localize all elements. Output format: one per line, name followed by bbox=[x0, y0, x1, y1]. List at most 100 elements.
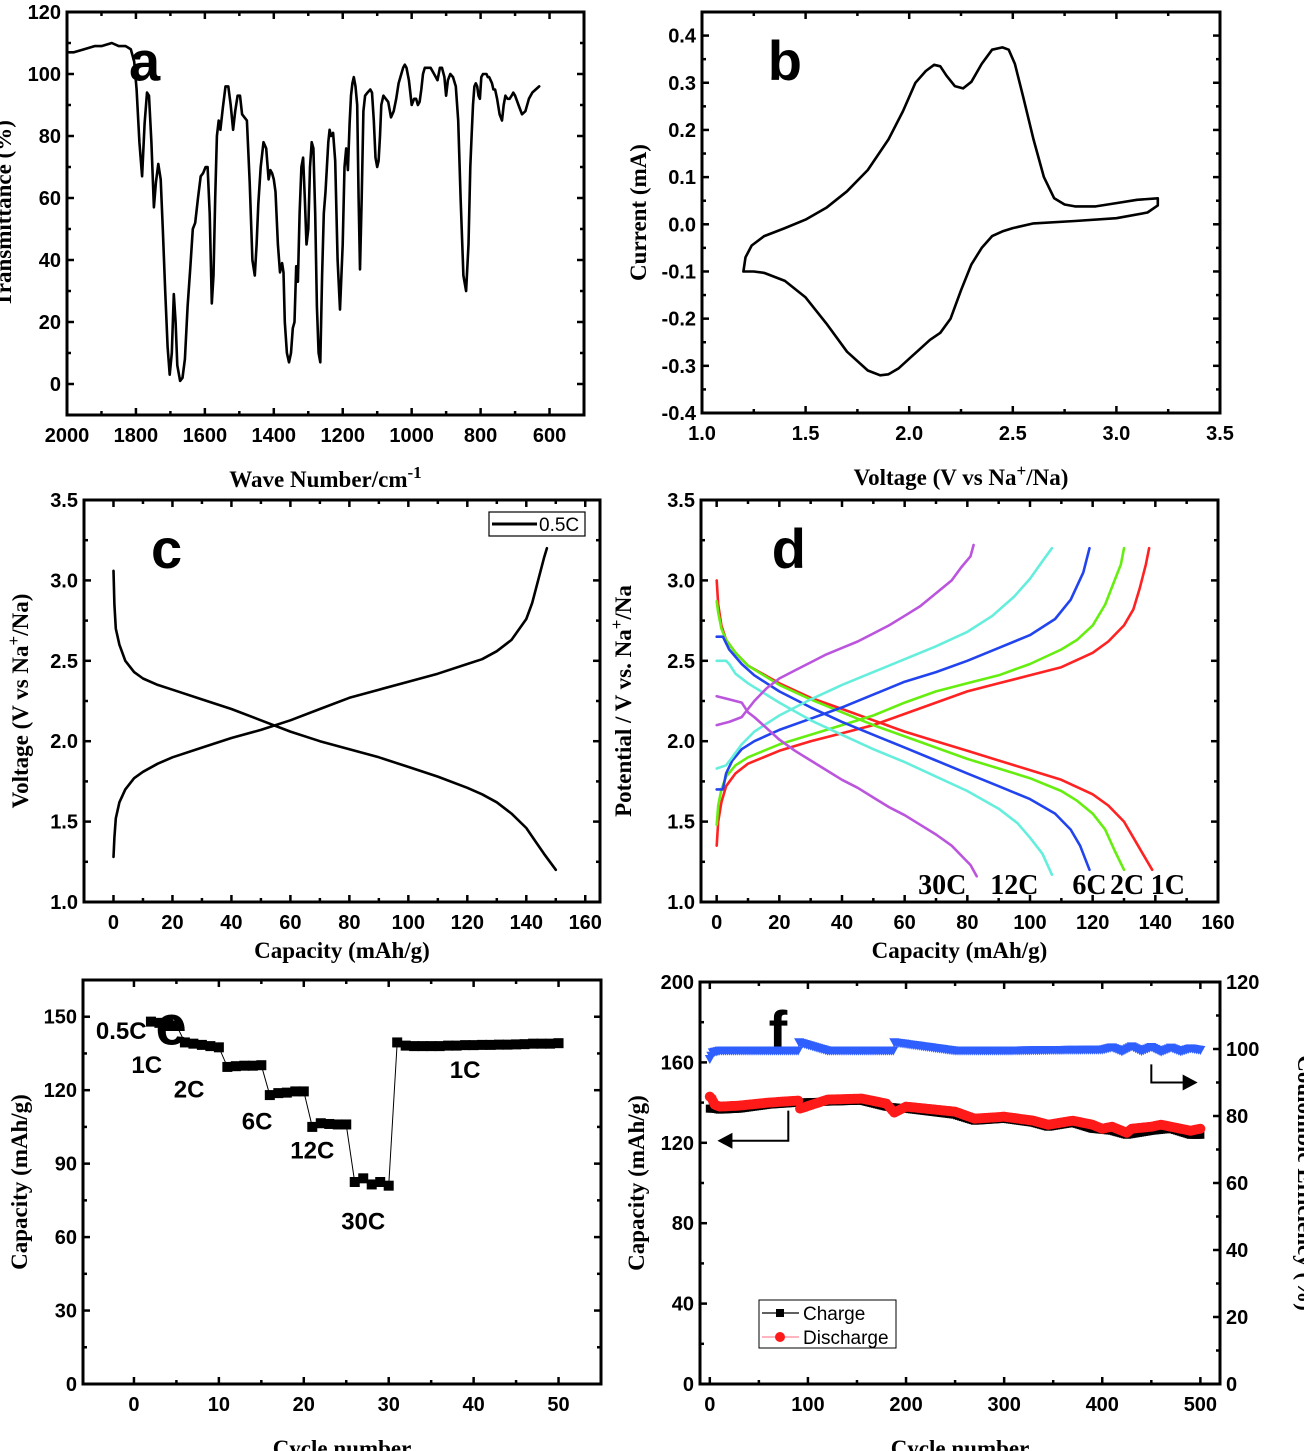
rate-annotation: 1C bbox=[131, 1052, 162, 1079]
data-point bbox=[205, 1041, 216, 1052]
series-discharge bbox=[704, 1091, 1206, 1138]
data-point bbox=[239, 1060, 250, 1071]
data-point bbox=[358, 1173, 369, 1184]
y-tick-label: 3.0 bbox=[667, 570, 695, 592]
plot-area bbox=[742, 46, 1160, 377]
x-tick-label: 200 bbox=[889, 1394, 922, 1416]
arrow-left-shaft bbox=[729, 1110, 790, 1142]
x-tick-label: 20 bbox=[293, 1394, 315, 1416]
x-tick-label: 3.5 bbox=[1206, 423, 1234, 445]
rate-annotation: 6C bbox=[242, 1108, 273, 1135]
arrow-right-shaft bbox=[1150, 1064, 1186, 1084]
y2-tick-label: 80 bbox=[1226, 1106, 1248, 1128]
x-tick-label: 40 bbox=[462, 1394, 484, 1416]
x-tick-label: 1000 bbox=[389, 425, 434, 447]
data-point bbox=[477, 1039, 488, 1050]
data-point bbox=[171, 1020, 182, 1031]
x-tick-label: 140 bbox=[510, 912, 543, 934]
series-2c-charge bbox=[715, 546, 1126, 827]
data-point bbox=[1196, 1130, 1205, 1139]
y-tick-label: 1.0 bbox=[667, 892, 695, 914]
data-point bbox=[281, 1087, 292, 1098]
x-tick-label: 400 bbox=[1086, 1394, 1119, 1416]
y-tick-label: 0 bbox=[683, 1374, 694, 1396]
x-tick-label: 20 bbox=[161, 912, 183, 934]
x-tick-label: 10 bbox=[208, 1394, 230, 1416]
data-point bbox=[443, 1040, 454, 1051]
y-axis-label: Capacity (mAh/g) bbox=[7, 1094, 32, 1270]
data-point bbox=[485, 1039, 496, 1050]
data-point bbox=[528, 1038, 539, 1049]
rate-label: 6C bbox=[1072, 870, 1106, 901]
x-tick-label: 120 bbox=[1076, 912, 1109, 934]
x-tick-label: 1400 bbox=[252, 425, 297, 447]
x-axis-label: Capacity (mAh/g) bbox=[872, 938, 1048, 963]
panel-a: 2000 1800 1600 1400 1200 1000 800 600 0 20 40 60 80 1… bbox=[0, 2, 586, 492]
y-axis-label-sup: + bbox=[4, 636, 23, 646]
data-point bbox=[502, 1039, 513, 1050]
y-tick-label: -0.2 bbox=[662, 309, 696, 331]
y-tick-label: 3.5 bbox=[50, 490, 78, 512]
panel-d: 0 20 40 60 80 100 120 140 160 1.0 1.5 2.0 2.5 3.0 3.5 C… bbox=[607, 490, 1235, 963]
plot-area bbox=[112, 546, 558, 872]
legend-label: 0.5C bbox=[539, 515, 579, 536]
data-point bbox=[213, 1042, 224, 1053]
y-tick-label: 150 bbox=[44, 1007, 77, 1029]
data-point bbox=[434, 1041, 445, 1052]
legend-label: Discharge bbox=[803, 1328, 889, 1349]
legend-marker-circle bbox=[775, 1332, 785, 1342]
x-axis-label: Voltage (V vs Na+/Na) bbox=[854, 461, 1069, 490]
data-point bbox=[536, 1038, 547, 1049]
y-axis-label-end: /Na) bbox=[8, 594, 33, 637]
x-axis-label: Capacity (mAh/g) bbox=[254, 938, 430, 963]
series-12c-discharge bbox=[715, 659, 1054, 876]
data-point bbox=[383, 1180, 394, 1191]
y-tick-label: 0.2 bbox=[668, 120, 696, 142]
y-tick-label: 120 bbox=[661, 1133, 694, 1155]
y-tick-label: 30 bbox=[55, 1301, 77, 1323]
x-tick-label: 800 bbox=[464, 425, 497, 447]
panel-f: 0 100 200 300 400 500 0 40 80 120 160 200 0 20 40 60 80 1… bbox=[624, 972, 1304, 1451]
y-tick-label: 2.0 bbox=[667, 731, 695, 753]
y2-tick-label: 60 bbox=[1226, 1173, 1248, 1195]
x-tick-label: 160 bbox=[569, 912, 602, 934]
data-point bbox=[375, 1177, 386, 1187]
x-tick-label: 100 bbox=[1013, 912, 1046, 934]
y-tick-label: 60 bbox=[39, 188, 61, 210]
series-coulombic-efficiency bbox=[704, 1038, 1206, 1065]
x-tick-label: 100 bbox=[392, 912, 425, 934]
plot-frame bbox=[81, 978, 603, 1386]
rate-annotation: 12C bbox=[290, 1138, 334, 1165]
y-tick-label: 1.0 bbox=[50, 892, 78, 914]
rate-annotation: 1C bbox=[450, 1057, 481, 1084]
plot-area bbox=[67, 41, 541, 383]
data-point bbox=[793, 1046, 804, 1056]
x-tick-label: 3.0 bbox=[1102, 423, 1130, 445]
y-tick-label: 3.5 bbox=[667, 490, 695, 512]
y-tick-label: -0.4 bbox=[662, 403, 697, 425]
data-point bbox=[230, 1061, 241, 1072]
legend-marker-square bbox=[776, 1309, 784, 1317]
data-point bbox=[426, 1041, 437, 1052]
data-point bbox=[162, 1017, 173, 1028]
data-point bbox=[179, 1037, 190, 1048]
data-point bbox=[315, 1118, 326, 1129]
data-point bbox=[349, 1177, 360, 1187]
x-tick-label: 60 bbox=[279, 912, 301, 934]
x-tick-label: 160 bbox=[1201, 912, 1234, 934]
series-6c-discharge bbox=[715, 635, 1091, 872]
data-point bbox=[341, 1119, 352, 1130]
y-tick-label: 2.5 bbox=[50, 651, 78, 673]
data-point bbox=[888, 1046, 899, 1056]
series-0-5c-discharge bbox=[112, 569, 558, 872]
y-axis-label: Voltage (V vs Na+/Na) bbox=[4, 594, 33, 809]
y-tick-label: 100 bbox=[28, 64, 61, 86]
rate-label: 2C bbox=[1110, 870, 1144, 901]
data-point bbox=[545, 1038, 556, 1049]
x-tick-label: 0 bbox=[128, 1394, 139, 1416]
x-tick-label: 2.5 bbox=[999, 423, 1027, 445]
x-tick-label: 300 bbox=[987, 1394, 1020, 1416]
x-axis-label: Cycle number bbox=[891, 1436, 1030, 1451]
data-point bbox=[273, 1088, 284, 1099]
x-tick-label: 140 bbox=[1139, 912, 1172, 934]
